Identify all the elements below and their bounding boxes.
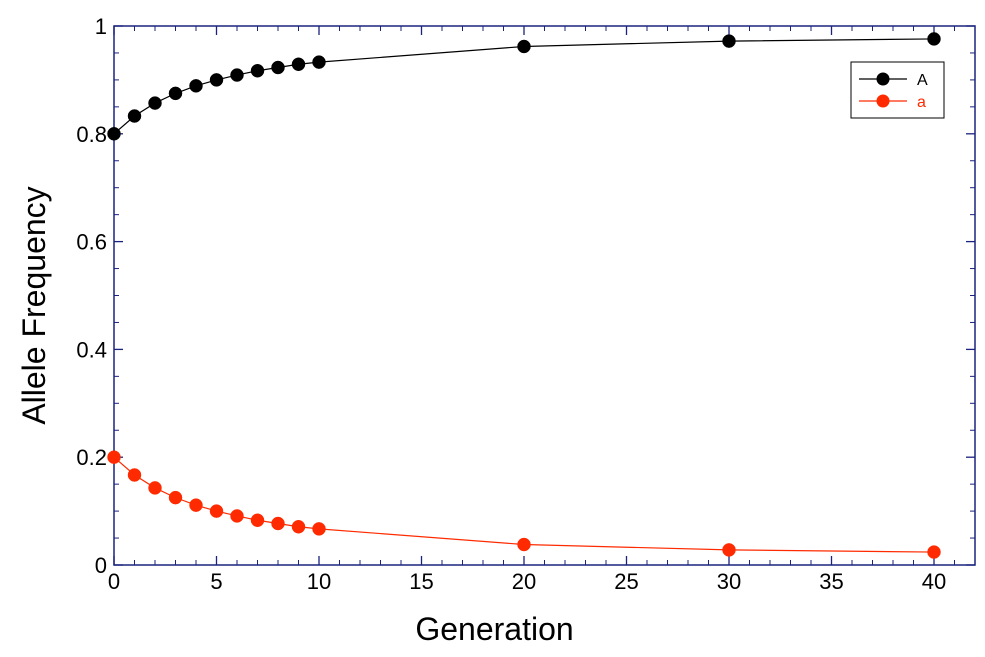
data-point-allele-A [209, 73, 224, 87]
legend-marker-allele-a [876, 94, 890, 108]
data-point-allele-A [189, 79, 203, 93]
data-point-allele-a [230, 509, 244, 523]
data-point-allele-a [271, 516, 285, 531]
legend-marker-allele-A [876, 72, 890, 86]
data-point-allele-a [927, 545, 941, 559]
y-tick-label: 1 [95, 14, 107, 39]
data-point-allele-a [107, 450, 121, 464]
x-axis-title: Generation [415, 611, 573, 647]
legend-label-allele-a: a [917, 94, 926, 111]
x-tick-label: 40 [922, 569, 946, 594]
data-point-allele-a [312, 522, 326, 536]
data-point-allele-A [291, 57, 306, 72]
data-point-allele-a [250, 513, 265, 528]
legend-label-allele-A: A [917, 72, 928, 89]
y-tick-label: 0.2 [76, 445, 107, 470]
data-point-allele-a [189, 498, 203, 512]
y-axis-title: Allele Frequency [16, 186, 52, 424]
data-point-allele-A [107, 127, 121, 141]
y-tick-label: 0.4 [76, 337, 107, 362]
x-tick-label: 0 [108, 569, 120, 594]
y-tick-label: 0 [95, 553, 107, 578]
data-point-allele-a [209, 504, 224, 518]
data-point-allele-A [168, 86, 183, 101]
data-point-allele-a [517, 537, 531, 552]
x-tick-label: 15 [409, 569, 433, 594]
data-point-allele-A [271, 60, 285, 75]
series-allele-a [107, 450, 941, 559]
x-tick-label: 30 [717, 569, 741, 594]
series-allele-A [107, 32, 941, 141]
x-tick-label: 10 [307, 569, 331, 594]
data-point-allele-a [127, 468, 142, 482]
data-point-allele-A [148, 96, 162, 110]
x-tick-label: 25 [614, 569, 638, 594]
data-point-allele-A [517, 39, 531, 54]
data-point-allele-A [250, 63, 265, 78]
data-point-allele-A [312, 55, 326, 69]
y-tick-label: 0.6 [76, 230, 107, 255]
data-point-allele-A [230, 68, 244, 82]
data-point-allele-A [927, 32, 941, 46]
legend-box [850, 61, 945, 119]
x-tick-label: 5 [210, 569, 222, 594]
data-point-allele-a [722, 543, 736, 557]
x-tick-label: 20 [512, 569, 536, 594]
data-point-allele-a [291, 519, 306, 534]
data-point-allele-a [168, 490, 183, 505]
data-point-allele-a [148, 481, 162, 495]
x-tick-label: 35 [819, 569, 843, 594]
data-point-allele-A [127, 109, 142, 123]
plot-frame [113, 25, 976, 566]
data-point-allele-A [722, 34, 736, 48]
y-tick-label: 0.8 [76, 122, 107, 147]
